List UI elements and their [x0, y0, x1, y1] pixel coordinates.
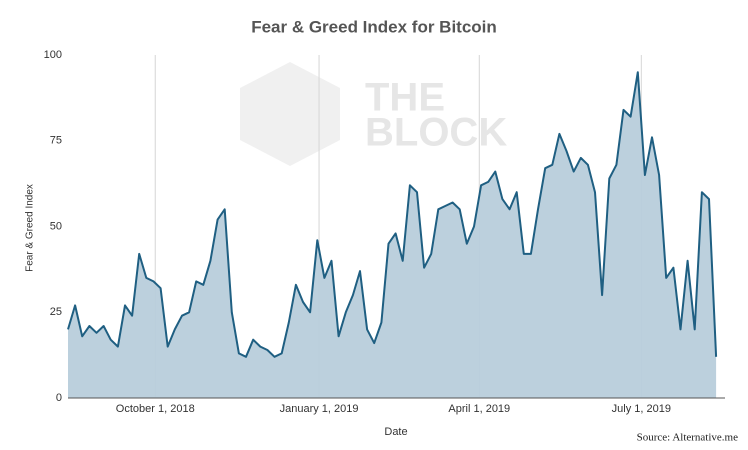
watermark-text: THE [365, 76, 445, 120]
y-tick-label: 75 [50, 135, 62, 147]
x-axis-label: Date [384, 426, 407, 438]
y-axis-label: Fear & Greed Index [25, 184, 36, 272]
watermark: THE BLOCK [240, 62, 507, 166]
y-tick-label: 50 [50, 220, 62, 232]
area [68, 72, 717, 398]
x-tick-label: October 1, 2018 [116, 403, 195, 415]
source: Source: Alternative.me [637, 432, 739, 444]
y-tick-label: 0 [56, 392, 62, 404]
x-tick-label: January 1, 2019 [280, 403, 359, 415]
y-tick-label: 25 [50, 306, 62, 318]
x-tick-label: July 1, 2019 [612, 403, 671, 415]
x-tick-label: April 1, 2019 [448, 403, 510, 415]
watermark-text: BLOCK [365, 111, 507, 155]
chart-title: Fear & Greed Index for Bitcoin [251, 17, 497, 36]
line [67, 71, 718, 358]
watermark-logo [240, 62, 340, 166]
y-tick-label: 100 [44, 49, 62, 61]
